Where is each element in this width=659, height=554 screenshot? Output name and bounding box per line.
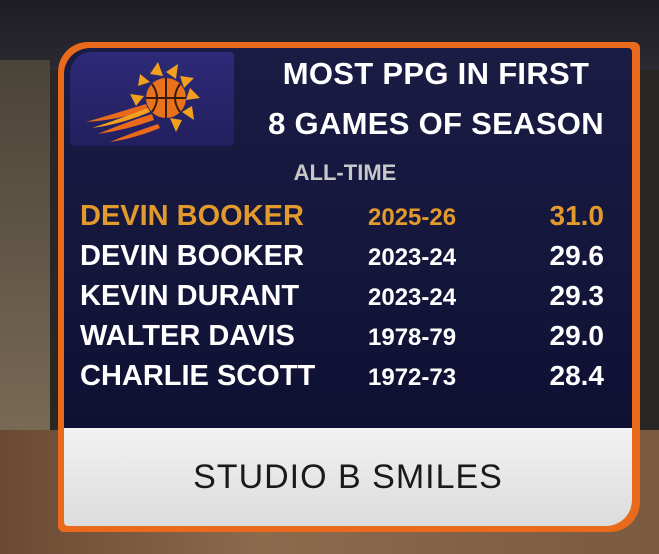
- ppg-value: 29.0: [549, 320, 605, 351]
- player-name: DEVIN BOOKER: [80, 200, 304, 232]
- table-row: CHARLIE SCOTT 1972-73 28.4: [0, 360, 659, 396]
- table-row: KEVIN DURANT 2023-24 29.3: [0, 280, 659, 316]
- ppg-value: 29.3: [549, 280, 605, 311]
- player-name: CHARLIE SCOTT: [80, 360, 316, 392]
- table-row: DEVIN BOOKER 2025-26 31.0: [0, 200, 659, 236]
- player-name: KEVIN DURANT: [80, 280, 300, 312]
- player-name: WALTER DAVIS: [80, 320, 295, 352]
- season: 2025-26: [368, 204, 457, 231]
- table-row: DEVIN BOOKER 2023-24 29.6: [0, 240, 659, 276]
- title-line-1: MOST PPG IN FIRST: [282, 56, 590, 91]
- player-name: DEVIN BOOKER: [80, 240, 304, 272]
- sponsor-strip: [64, 428, 632, 526]
- sponsor-logo: STUDIO B SMILES: [193, 458, 503, 496]
- ppg-value: 29.6: [549, 240, 605, 271]
- table-row: WALTER DAVIS 1978-79 29.0: [0, 320, 659, 356]
- season: 2023-24: [368, 244, 457, 271]
- background-left: [0, 60, 50, 440]
- season: 2023-24: [368, 284, 457, 311]
- season: 1978-79: [368, 324, 457, 351]
- suns-basketball-logo-icon: [86, 62, 200, 142]
- ppg-value: 28.4: [549, 360, 605, 391]
- ppg-value: 31.0: [549, 200, 605, 231]
- title-line-2: 8 GAMES OF SEASON: [268, 106, 604, 141]
- subtitle: ALL-TIME: [293, 160, 397, 185]
- team-logo-box: [70, 52, 234, 146]
- season: 1972-73: [368, 364, 457, 391]
